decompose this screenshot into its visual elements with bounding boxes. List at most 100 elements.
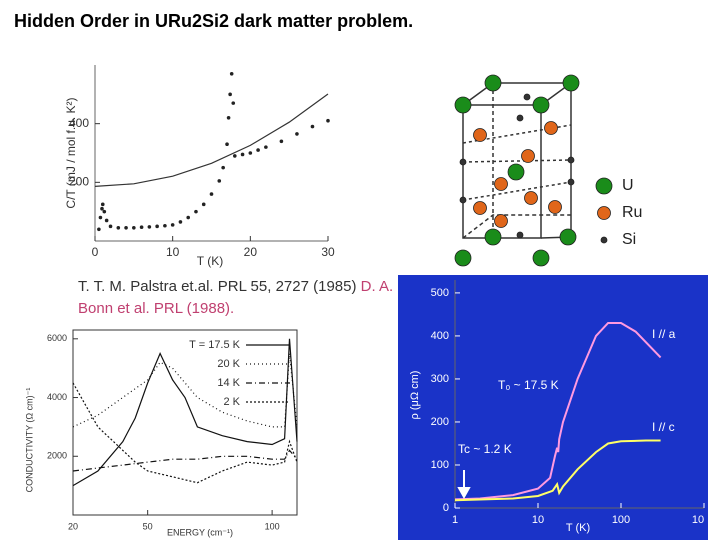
citations: T. T. M. Palstra et.al. PRL 55, 2727 (19… [78, 276, 398, 320]
atoms [454, 74, 580, 267]
x-tick-label: 30 [321, 245, 335, 259]
y-tick-label: 0 [443, 502, 449, 514]
x-tick-label: 50 [143, 521, 153, 531]
atom [548, 200, 562, 214]
data-point [221, 165, 225, 170]
annotation: Tc ~ 1.2 K [458, 442, 512, 456]
atom [484, 74, 502, 92]
data-point [256, 148, 260, 152]
cell-plane [462, 159, 572, 163]
data-point [228, 92, 232, 97]
data-point [279, 139, 284, 144]
x-tick-label: 10 [166, 245, 180, 259]
atom [459, 196, 467, 204]
atom [516, 231, 524, 239]
x-tick-label: 100 [265, 521, 280, 531]
tc-arrow [457, 470, 471, 500]
legend-swatch [597, 206, 611, 220]
atom [454, 249, 472, 267]
atom [516, 114, 524, 122]
data-point [209, 192, 214, 196]
y-tick-label: 500 [431, 287, 449, 299]
annotation: I // a [652, 327, 676, 341]
x-axis-label: T (K) [566, 522, 590, 534]
legend-label: 14 K [217, 377, 240, 389]
ru-atoms [473, 121, 562, 228]
atom [494, 214, 508, 228]
atom [507, 163, 525, 181]
atom [567, 178, 575, 186]
arrow-head [457, 487, 471, 500]
y-axis-label: CONDUCTIVITY (Ω cm)⁻¹ [24, 388, 34, 493]
data-line [454, 322, 662, 501]
x-tick-label: 0 [92, 245, 99, 259]
data-point [98, 215, 103, 220]
atom [454, 96, 472, 114]
data-line [72, 449, 298, 472]
annotation: T₀ ~ 17.5 K [498, 378, 559, 392]
atom [524, 191, 538, 205]
atom [544, 121, 558, 135]
atom [473, 128, 487, 142]
x-tick-label: 20 [68, 521, 78, 531]
data-point [310, 124, 315, 129]
atom [532, 96, 550, 114]
atom [521, 149, 535, 163]
data-line [72, 338, 298, 487]
legend-swatch [600, 236, 608, 244]
y-tick-label: 200 [69, 175, 89, 189]
legend-label: 2 K [223, 396, 240, 408]
x-tick-label: 1 [452, 514, 458, 526]
y-tick-label: 4000 [47, 392, 67, 402]
data-point [225, 142, 229, 146]
data-point [97, 227, 101, 232]
data-point [201, 202, 206, 207]
cell-edge [462, 214, 571, 239]
data-point [108, 224, 113, 229]
data-point [139, 225, 144, 230]
y-tick-label: 400 [431, 330, 449, 342]
data-point [240, 152, 245, 157]
data-point [233, 154, 237, 158]
plot-frame [72, 329, 298, 516]
cell-plane [462, 181, 572, 201]
atom [562, 74, 580, 92]
data-point [163, 223, 167, 228]
citation: T. T. M. Palstra et.al. PRL 55, 2727 (19… [78, 278, 357, 295]
x-axis-label: T (K) [197, 254, 223, 268]
y-axis-label: ρ (μΩ cm) [409, 371, 421, 420]
data-point [226, 116, 231, 120]
data-point [217, 179, 222, 183]
data-point [100, 206, 104, 211]
y-axis-label: C/T (mJ / mol f.u. K²) [64, 97, 78, 208]
y-tick-label: 400 [69, 116, 89, 130]
data-point [147, 225, 152, 229]
annotation: I // c [652, 420, 675, 434]
data-point [102, 209, 107, 214]
chart-background [398, 275, 708, 540]
data-point [155, 224, 159, 229]
legend-label: Si [622, 231, 636, 248]
data-point [186, 215, 190, 220]
backgrounds [398, 275, 708, 540]
data-point [132, 226, 136, 230]
atom [459, 158, 467, 166]
atom [494, 177, 508, 191]
data-point [326, 118, 330, 123]
legend-swatch [595, 177, 613, 195]
data-point [100, 202, 105, 207]
data-point [124, 226, 128, 230]
y-tick-label: 200 [431, 416, 449, 428]
data-point [264, 145, 268, 149]
slide-title: Hidden Order in URu2Si2 dark matter prob… [14, 11, 413, 31]
data-point [229, 72, 234, 76]
x-tick-label: 20 [244, 245, 258, 259]
atom [559, 228, 577, 246]
x-tick-label: 100 [612, 514, 630, 526]
atom [484, 228, 502, 246]
x-tick-label: 10 [692, 514, 704, 526]
x-axis-label: ENERGY (cm⁻¹) [167, 527, 233, 537]
